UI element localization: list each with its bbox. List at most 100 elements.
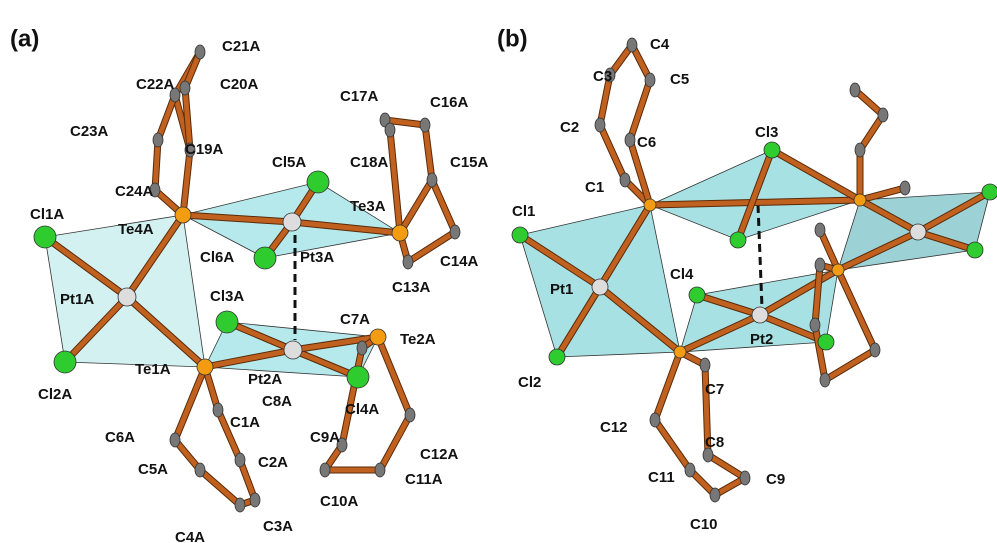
atom-label: C7 [705,381,724,398]
bond [215,407,243,463]
atom [419,117,431,133]
bond [852,87,886,118]
atom [404,407,416,423]
bond [857,197,921,235]
atom [763,141,781,159]
atom [149,182,161,198]
bond [405,229,458,265]
bond [182,85,193,153]
atom [594,117,606,133]
atom [282,212,302,232]
atom [184,142,196,158]
bond [735,147,775,243]
bond [769,147,863,203]
atom-label: C3A [263,518,293,535]
atom-label: C8A [262,393,292,410]
bond [180,147,193,218]
atom-label: C5 [670,71,689,88]
bond [224,319,296,353]
atom [384,122,396,138]
atom [511,226,529,244]
atom [306,170,330,194]
bond [422,122,435,183]
atom [831,263,845,277]
bond [180,212,295,225]
atom-label: Cl6A [200,249,234,266]
atom [117,287,137,307]
atom [751,306,769,324]
atom [391,224,409,242]
panel-label: (b) [497,25,528,52]
bond [812,322,828,383]
atom [626,37,638,53]
atom-label: C5A [138,461,168,478]
atom-label: Pt2A [248,371,282,388]
atom [249,492,261,508]
atom [966,241,984,259]
bond [702,362,711,458]
atom [234,452,246,468]
atom [619,172,631,188]
bond [835,267,878,353]
bond [915,189,993,235]
bond [694,292,763,318]
bond [155,92,178,143]
atom [169,87,181,103]
atom-label: Pt3A [300,249,334,266]
atom-label: Cl3A [210,288,244,305]
atom-label: C12A [420,446,459,463]
atom-label: C11A [405,471,443,488]
atom-label: C22A [136,76,175,93]
atom-label: Cl2A [38,386,72,403]
atom [814,257,826,273]
atom-label: Te2A [400,331,436,348]
atom-label: C17A [340,88,379,105]
bond [817,227,841,273]
atom [809,317,821,333]
atom-label: C20A [220,76,259,93]
atom [699,357,711,373]
bond [290,334,381,353]
atom-label: C2A [258,454,288,471]
atom-label: Pt2 [750,331,773,348]
atom [853,193,867,207]
bond [822,347,878,383]
atom [449,224,461,240]
atom [194,462,206,478]
atom [729,231,747,249]
atom-label: C18A [350,154,389,171]
atom [739,470,751,486]
atom-label: C11 [648,469,675,486]
bond [517,232,603,290]
pt-pt-contact [756,204,764,309]
bond [429,177,458,235]
bond [705,452,748,481]
atom [624,132,636,148]
atom [877,107,889,123]
atom-label: C24A [115,183,154,200]
atom [346,365,370,389]
atom [673,345,687,359]
bond [597,202,653,290]
bond [375,334,413,418]
atom-label: C8 [705,434,724,451]
atom-label: C6 [637,134,656,151]
atom-label: C9A [310,429,340,446]
atom [319,462,331,478]
atom-label: C6A [105,429,135,446]
atom-label: C19A [185,141,224,158]
atom [179,80,191,96]
atom-label: C1 [585,179,604,196]
bond [597,72,613,128]
bond [124,212,186,300]
bond [835,229,921,273]
atom-label: Cl3 [755,124,778,141]
bond [597,284,683,355]
atom [169,432,181,448]
atom-label: C15A [450,154,489,171]
atom [283,340,303,360]
atom [688,286,706,304]
atom-label: Cl1 [512,203,535,220]
atom-label: Pt1A [60,291,94,308]
atom [53,350,77,374]
